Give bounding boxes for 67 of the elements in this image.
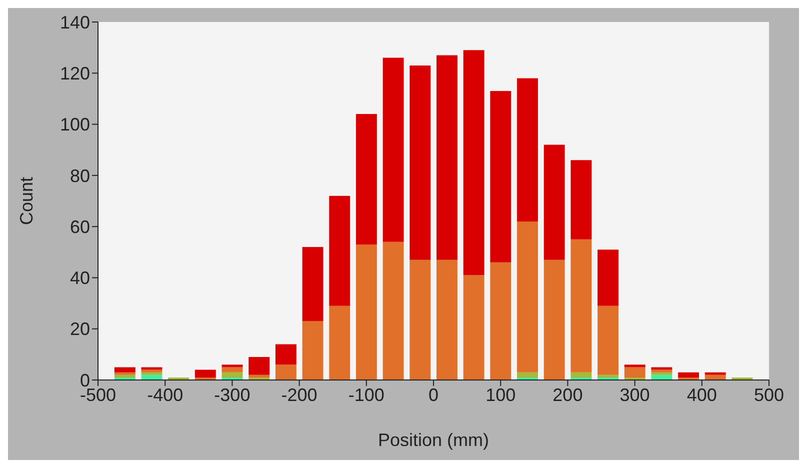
bar [275, 344, 296, 365]
x-axis-title: Position (mm) [378, 430, 490, 450]
y-tick-label: 60 [70, 216, 90, 237]
bar [222, 372, 243, 378]
x-tick-label: -400 [147, 384, 184, 405]
x-tick-label: -200 [281, 384, 318, 405]
y-tick-label: 140 [60, 12, 90, 32]
bar [570, 239, 592, 372]
bar [302, 247, 324, 322]
bar [517, 221, 538, 372]
y-tick-label: 100 [60, 114, 90, 135]
bar [490, 262, 512, 380]
bar [490, 91, 512, 262]
x-tick-label: -300 [214, 384, 250, 405]
y-tick-label: 80 [70, 166, 90, 186]
bar [570, 372, 592, 378]
bar [329, 306, 350, 380]
bar [463, 50, 484, 276]
bar [248, 374, 270, 378]
bar [624, 364, 646, 368]
bar [651, 370, 672, 372]
bar [436, 260, 458, 380]
x-tick-label: 0 [428, 384, 439, 405]
bar [410, 260, 431, 380]
bar [544, 260, 565, 380]
x-tick-label: 400 [686, 384, 717, 405]
x-tick-label: 100 [486, 384, 516, 405]
bar [436, 55, 458, 260]
bar [651, 372, 672, 375]
bar [544, 144, 565, 260]
bar [463, 275, 484, 380]
y-axis-title: Count [16, 176, 36, 226]
bar [382, 242, 404, 380]
x-tick-label: 500 [754, 384, 784, 405]
x-tick-label: 200 [552, 384, 583, 405]
bar [598, 250, 618, 306]
bar [114, 374, 136, 378]
bar [356, 244, 377, 380]
bar [651, 367, 672, 370]
bar [598, 374, 618, 378]
bar [704, 372, 726, 375]
bar [302, 321, 324, 380]
bar [410, 65, 431, 260]
bar [114, 372, 136, 375]
bar [356, 114, 377, 244]
bar [598, 306, 618, 375]
bar [114, 367, 136, 372]
bar [517, 78, 538, 222]
bar [570, 160, 592, 240]
bar [141, 367, 162, 370]
bar [678, 372, 699, 378]
bar [624, 367, 646, 378]
x-tick-label: 300 [620, 384, 650, 405]
bar [222, 367, 243, 372]
y-tick-label: 40 [70, 268, 90, 288]
bar [329, 196, 350, 306]
bar [222, 364, 243, 368]
y-tick-label: 20 [70, 319, 90, 340]
bar [248, 356, 270, 375]
y-tick-label: 120 [60, 64, 90, 84]
bar [275, 364, 296, 380]
x-tick-label: -100 [348, 384, 384, 405]
bar [194, 370, 216, 378]
bar [141, 370, 162, 372]
bar [382, 58, 404, 242]
bar [517, 372, 538, 378]
bar [141, 372, 162, 375]
